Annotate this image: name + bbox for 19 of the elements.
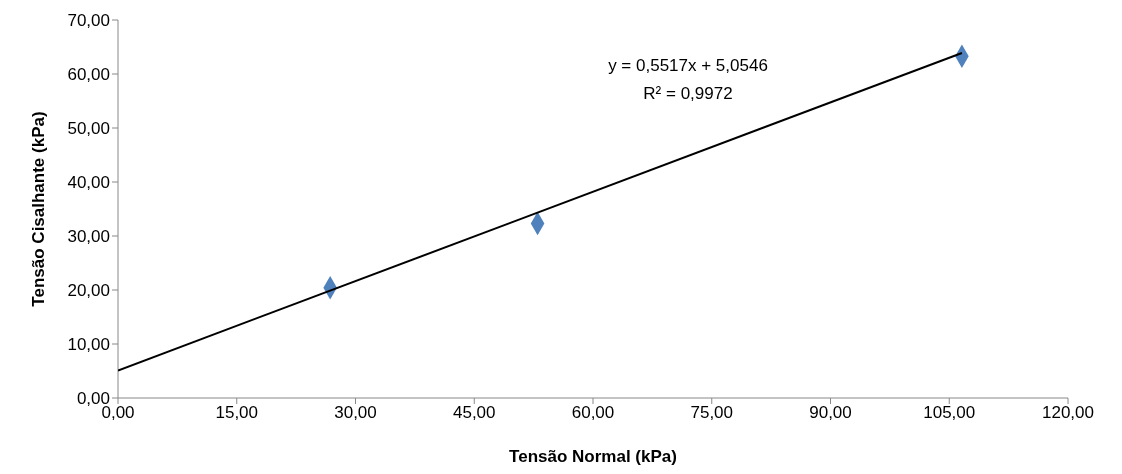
x-tick-label: 120,00 — [1042, 403, 1094, 423]
y-tick-label: 50,00 — [67, 119, 110, 139]
x-tick-label: 60,00 — [571, 403, 615, 423]
y-tick-label: 70,00 — [67, 11, 110, 31]
y-tick-label: 30,00 — [67, 227, 110, 247]
x-tick-label: 75,00 — [690, 403, 734, 423]
x-tick-label: 105,00 — [923, 403, 976, 423]
y-tick-label: 40,00 — [67, 173, 110, 193]
y-tick-label: 10,00 — [67, 335, 110, 355]
x-axis-title: Tensão Normal (kPa) — [509, 447, 677, 467]
y-tick-label: 60,00 — [67, 65, 110, 85]
x-tick-label: 90,00 — [809, 403, 852, 423]
y-tick-label: 20,00 — [67, 281, 110, 301]
y-axis-title: Tensão Cisalhante (kPa) — [29, 111, 49, 307]
x-tick-label: 15,00 — [215, 403, 259, 423]
x-tick-label: 45,00 — [452, 403, 496, 423]
x-tick-label: 30,00 — [334, 403, 377, 423]
annotation: R² = 0,9972 — [642, 84, 734, 104]
annotation: y = 0,5517x + 5,0546 — [607, 56, 769, 76]
